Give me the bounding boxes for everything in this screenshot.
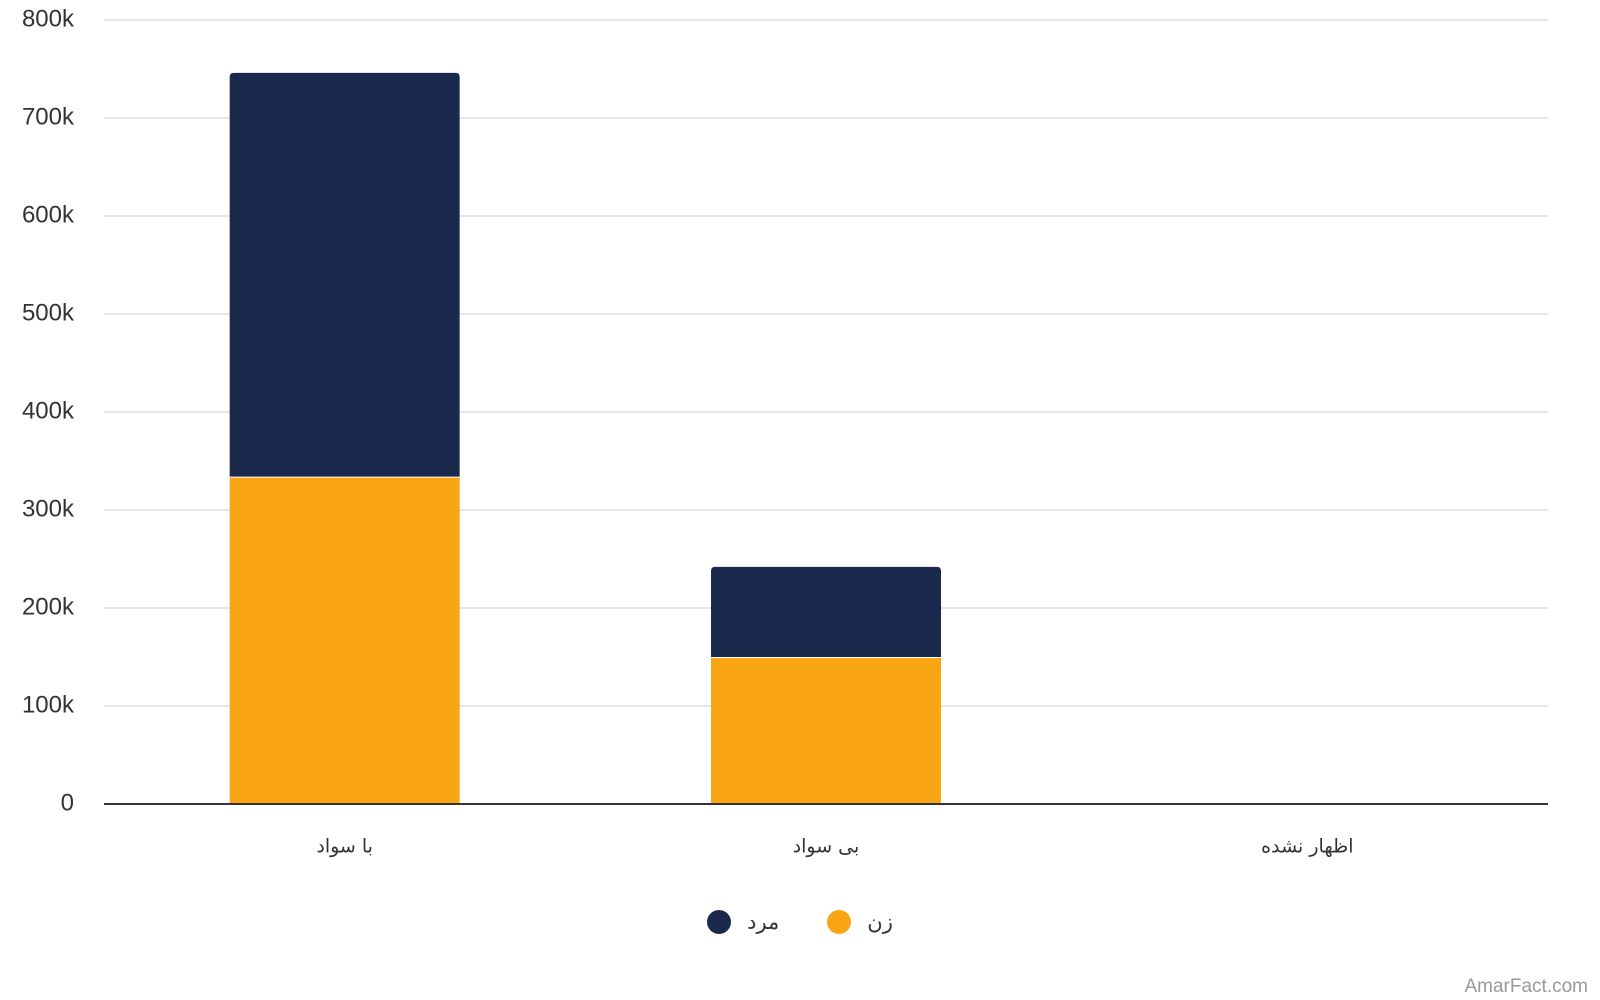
legend-label: زن [867,910,893,934]
bar-segment[interactable] [229,476,460,804]
y-axis-tick-labels: 0 100k 200k 300k 400k 500k 600k 700k 800k [22,5,75,816]
legend-swatch-icon [707,910,732,934]
legend: مرد زن [0,900,1600,944]
bar-segment[interactable] [711,566,941,657]
y-tick-label: 300k [22,495,75,522]
legend-item[interactable]: مرد [707,910,779,934]
y-tick-label: 400k [22,397,75,424]
y-tick-label: 100k [22,691,75,718]
x-category-label: اظهار نشده [1261,836,1353,858]
legend-swatch-icon [827,910,852,934]
y-tick-label: 600k [22,201,75,228]
y-tick-label: 700k [22,103,75,130]
x-category-label: با سواد [316,836,373,858]
x-category-label: بی سواد [793,836,860,858]
y-tick-label: 800k [22,5,75,32]
legend-item[interactable]: زن [827,910,893,934]
bars [229,72,941,804]
y-tick-label: 0 [61,789,74,816]
credit-text[interactable]: AmarFact.com [1464,976,1588,997]
x-axis-category-labels: با سواد بی سواد اظهار نشده [316,836,1353,858]
legend-label: مرد [747,910,780,934]
bar-segment[interactable] [711,657,941,804]
y-tick-label: 200k [22,593,75,620]
y-tick-label: 500k [22,299,75,326]
bar-segment[interactable] [229,72,460,477]
